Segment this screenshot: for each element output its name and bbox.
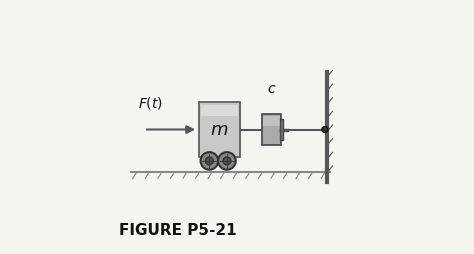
Circle shape bbox=[322, 126, 328, 133]
Text: $m$: $m$ bbox=[210, 120, 228, 138]
FancyBboxPatch shape bbox=[263, 116, 280, 126]
FancyBboxPatch shape bbox=[199, 102, 239, 157]
Text: $c$: $c$ bbox=[267, 82, 277, 96]
Circle shape bbox=[218, 152, 236, 170]
Circle shape bbox=[205, 157, 213, 165]
Text: $F(t)$: $F(t)$ bbox=[138, 95, 163, 111]
Circle shape bbox=[201, 152, 218, 170]
FancyBboxPatch shape bbox=[262, 115, 281, 145]
Circle shape bbox=[223, 157, 231, 165]
FancyBboxPatch shape bbox=[201, 105, 238, 116]
FancyBboxPatch shape bbox=[201, 103, 241, 158]
Text: FIGURE P5-21: FIGURE P5-21 bbox=[119, 223, 237, 237]
FancyBboxPatch shape bbox=[280, 119, 283, 140]
